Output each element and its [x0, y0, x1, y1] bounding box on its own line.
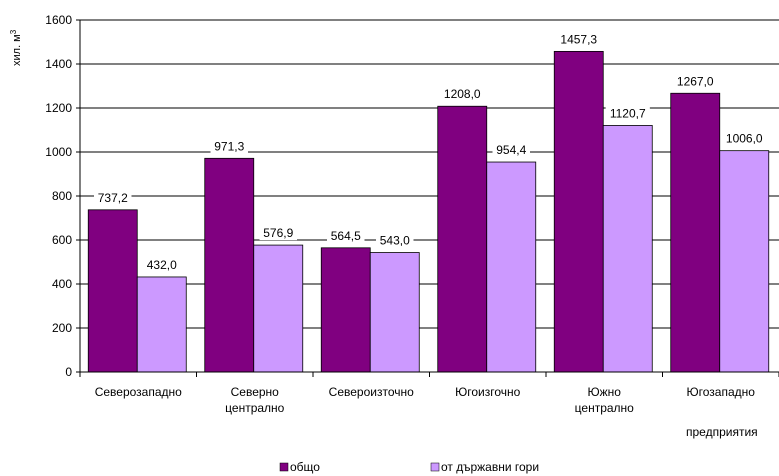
- data-label: 1006,0: [726, 132, 763, 146]
- data-label-background: [376, 233, 414, 248]
- data-label-background: [94, 190, 132, 205]
- data-label: 564,5: [331, 229, 361, 243]
- x-tick-label: Северозападно: [95, 385, 182, 399]
- bar-total: [204, 157, 255, 373]
- axes: [76, 19, 779, 377]
- data-label: 1457,3: [560, 32, 597, 46]
- data-label: 432,0: [147, 258, 177, 272]
- data-label-background: [673, 74, 718, 89]
- data-label-background: [210, 139, 248, 154]
- data-label-background: [722, 131, 767, 146]
- legend-label-total: общо: [290, 460, 320, 474]
- data-label: 1208,0: [444, 87, 481, 101]
- bar-total: [320, 247, 371, 373]
- legend-swatch-state-forests: [430, 462, 440, 472]
- y-tick-label: 1600: [45, 13, 72, 27]
- data-label-background: [259, 226, 297, 241]
- y-tick-labels: 0 200 400 600 800 1000 1200 1400 1600: [45, 13, 72, 379]
- x-tick-label: Североизточно: [329, 385, 414, 399]
- legend: общо от държавни гори: [279, 460, 539, 474]
- bar-total: [87, 209, 138, 373]
- data-label: 954,4: [496, 143, 526, 157]
- bars: [87, 50, 770, 373]
- y-axis-label: хил. м3: [9, 29, 23, 66]
- y-tick-label: 1000: [45, 145, 72, 159]
- data-label-background: [143, 257, 181, 272]
- x-tick-label: Югозападно: [687, 385, 756, 399]
- data-label: 576,9: [263, 226, 293, 240]
- bar-state-forests: [369, 252, 420, 373]
- data-label-background: [327, 228, 365, 243]
- data-label-background: [492, 143, 530, 158]
- category-labels: Северозападно Северно централно Североизточ…: [95, 385, 756, 415]
- x-tick-label: централно: [225, 401, 285, 415]
- y-tick-label: 1400: [45, 57, 72, 71]
- gridlines: [80, 19, 779, 329]
- annotation-text: предприятия: [686, 425, 758, 439]
- data-label-background: [440, 87, 485, 102]
- bar-total: [437, 105, 488, 373]
- data-label-background: [556, 32, 601, 47]
- data-label: 543,0: [380, 234, 410, 248]
- bar-total: [553, 50, 604, 373]
- data-label: 1267,0: [677, 74, 714, 88]
- bar-state-forests: [136, 276, 187, 373]
- data-label: 1120,7: [610, 106, 646, 120]
- legend-label-state-forests: от държавни гори: [441, 460, 539, 474]
- y-tick-label: 200: [52, 321, 72, 335]
- x-tick-label: Югоизгочно: [455, 385, 521, 399]
- bar-state-forests: [719, 150, 770, 373]
- x-tick-label: Северно: [231, 385, 280, 399]
- bar-state-forests: [253, 244, 304, 373]
- data-label-background: [605, 106, 650, 121]
- y-tick-label: 400: [52, 277, 72, 291]
- y-tick-label: 0: [65, 365, 72, 379]
- x-tick-label: централно: [575, 401, 635, 415]
- bar-state-forests: [486, 161, 537, 373]
- data-label: 737,2: [98, 191, 128, 205]
- bar-total: [670, 92, 721, 373]
- y-tick-label: 1200: [45, 101, 72, 115]
- y-tick-label: 600: [52, 233, 72, 247]
- x-tick-label: Южно: [588, 385, 622, 399]
- y-tick-label: 800: [52, 189, 72, 203]
- data-label: 971,3: [214, 139, 244, 153]
- data-labels: 737,2 971,3 564,5 1208,0 1457,3 1267,0 432,0 57…: [94, 32, 767, 272]
- bar-state-forests: [602, 125, 653, 373]
- legend-swatch-total: [279, 462, 289, 472]
